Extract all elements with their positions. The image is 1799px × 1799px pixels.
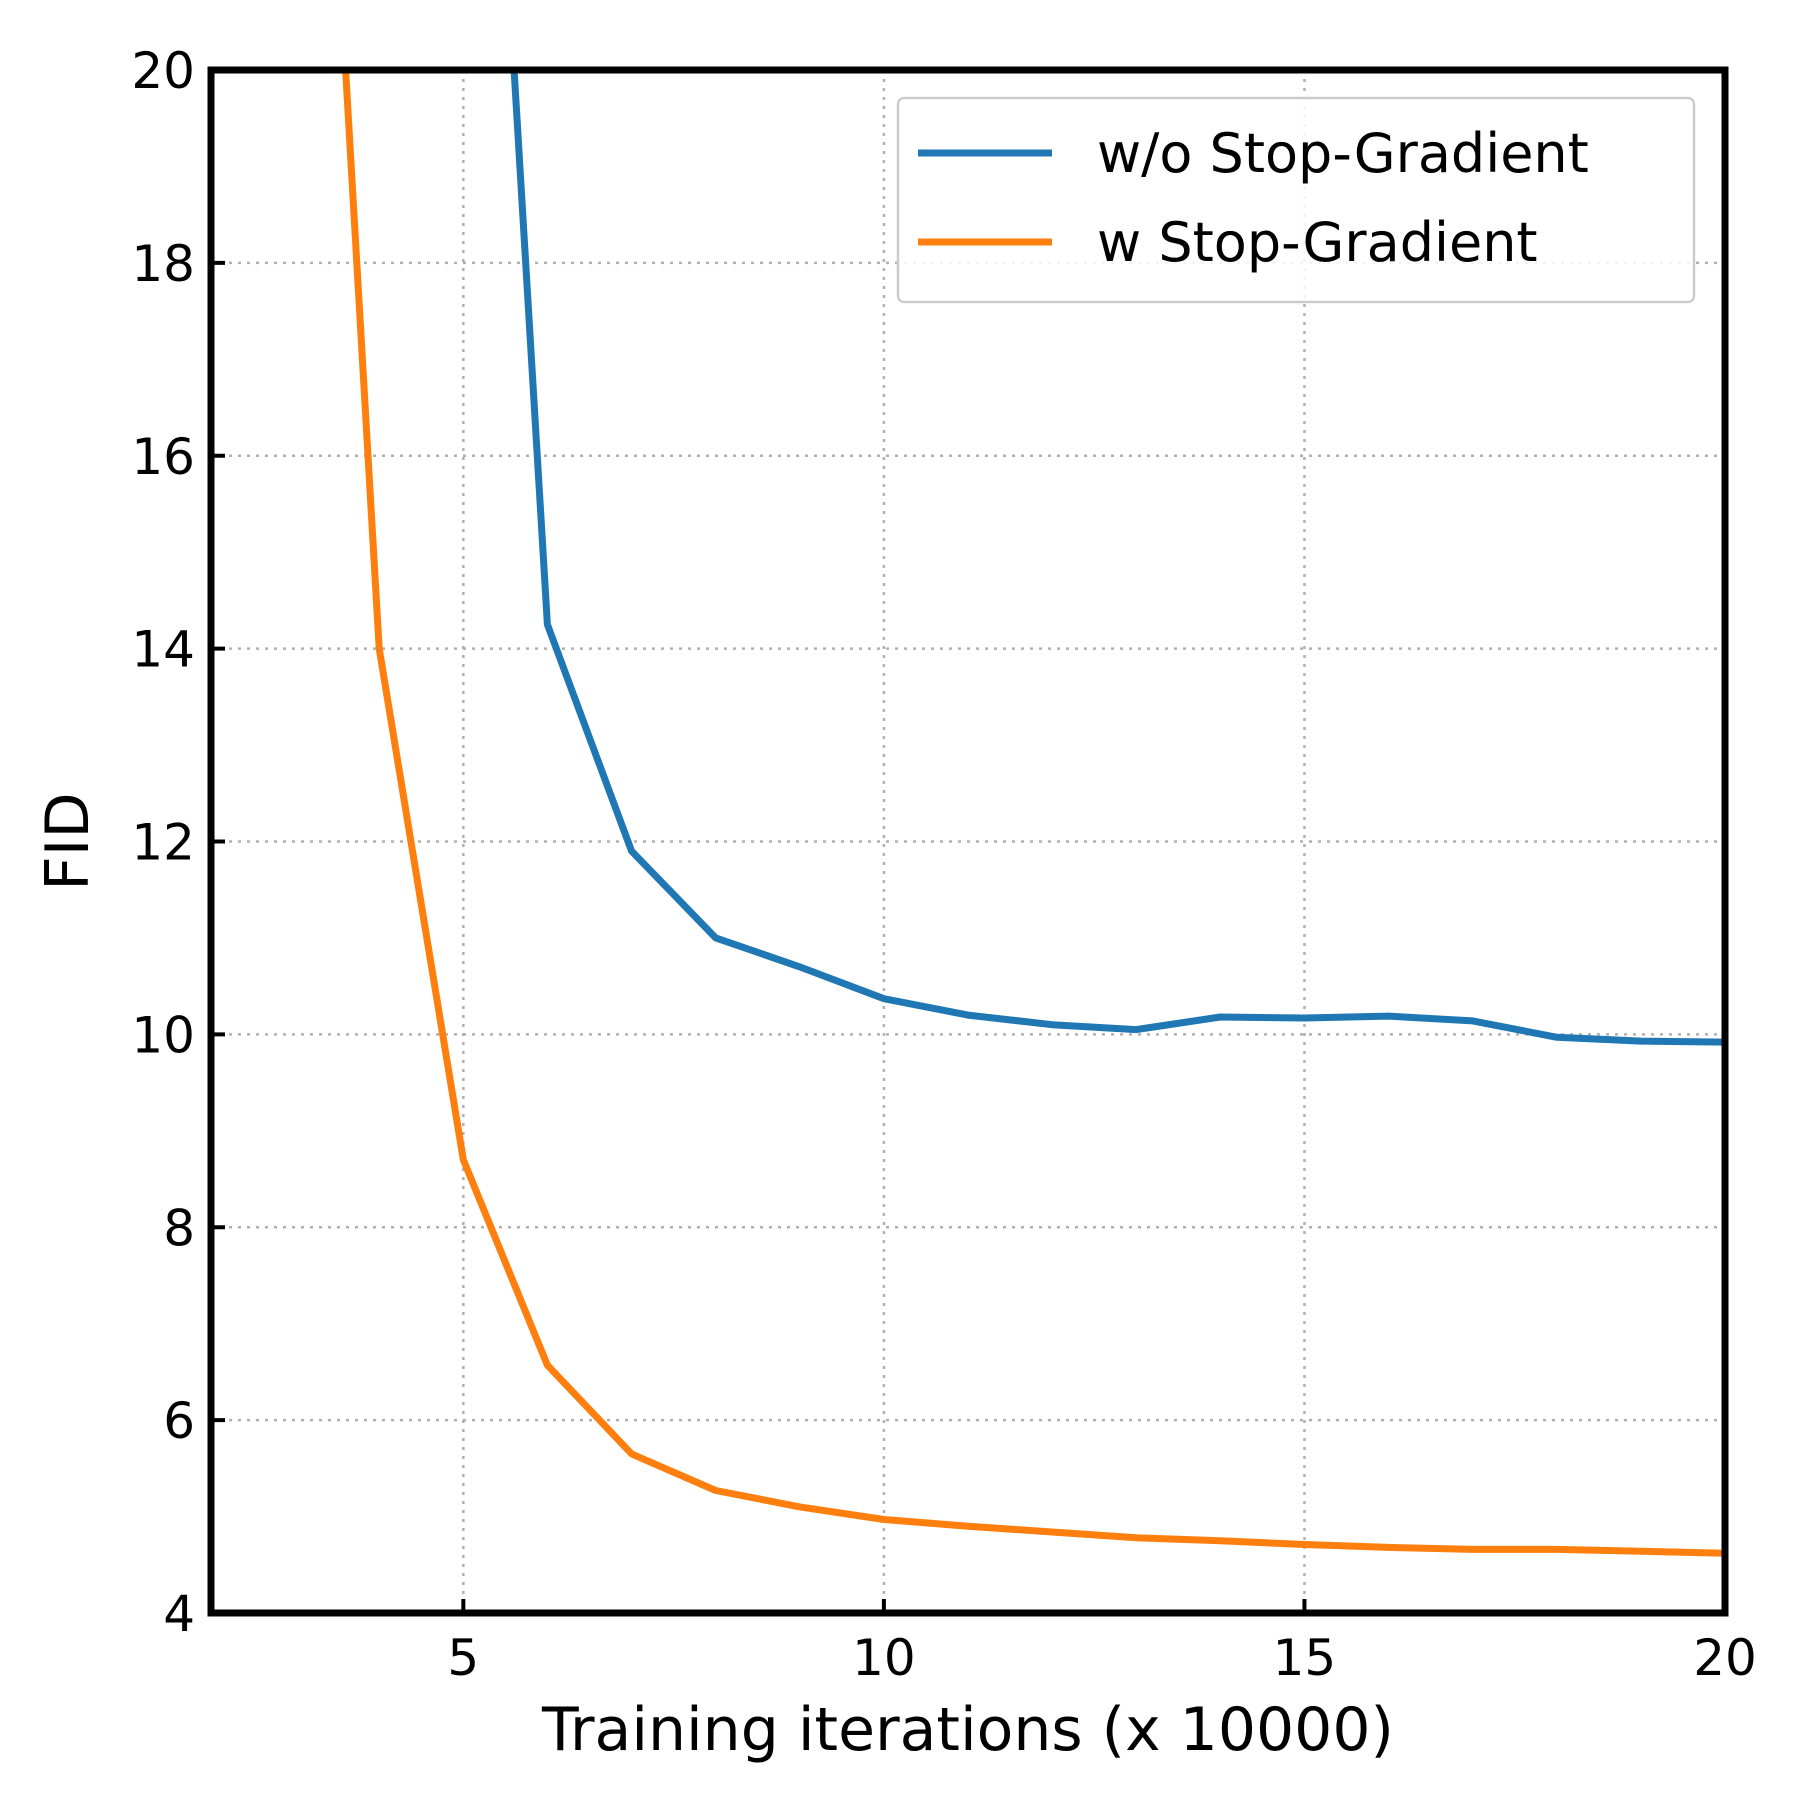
series-lines (342, 70, 1725, 1557)
x-tick-label-15: 15 (1273, 1629, 1337, 1687)
y-tick-label-20: 20 (131, 42, 195, 100)
legend: w/o Stop-Gradient w Stop-Gradient (896, 96, 1696, 304)
legend-label-wo-stop-gradient: w/o Stop-Gradient (1097, 122, 1589, 185)
legend-label-w-stop-gradient: w Stop-Gradient (1097, 211, 1538, 274)
x-tick-label-20: 20 (1693, 1629, 1757, 1687)
series-line-wo-stop-gradient (510, 70, 1725, 1046)
y-tick-label-14: 14 (131, 621, 195, 679)
y-tick-label-12: 12 (131, 814, 195, 872)
x-tick-label-10: 10 (852, 1629, 916, 1687)
legend-box (896, 96, 1696, 304)
y-tick-label-16: 16 (131, 428, 195, 486)
y-tick-label-6: 6 (163, 1392, 195, 1450)
x-axis-label: Training iterations (x 10000) (541, 1695, 1394, 1765)
x-tick-label-5: 5 (447, 1629, 479, 1687)
series-line-w-stop-gradient (342, 70, 1725, 1557)
y-tick-label-4: 4 (163, 1585, 195, 1643)
y-tick-label-18: 18 (131, 235, 195, 293)
y-tick-label-8: 8 (163, 1199, 195, 1257)
y-axis-label: FID (33, 792, 103, 890)
axis-ticks: 5 10 15 20 4 6 8 10 12 14 16 18 20 (131, 42, 1756, 1687)
y-tick-label-10: 10 (131, 1006, 195, 1064)
